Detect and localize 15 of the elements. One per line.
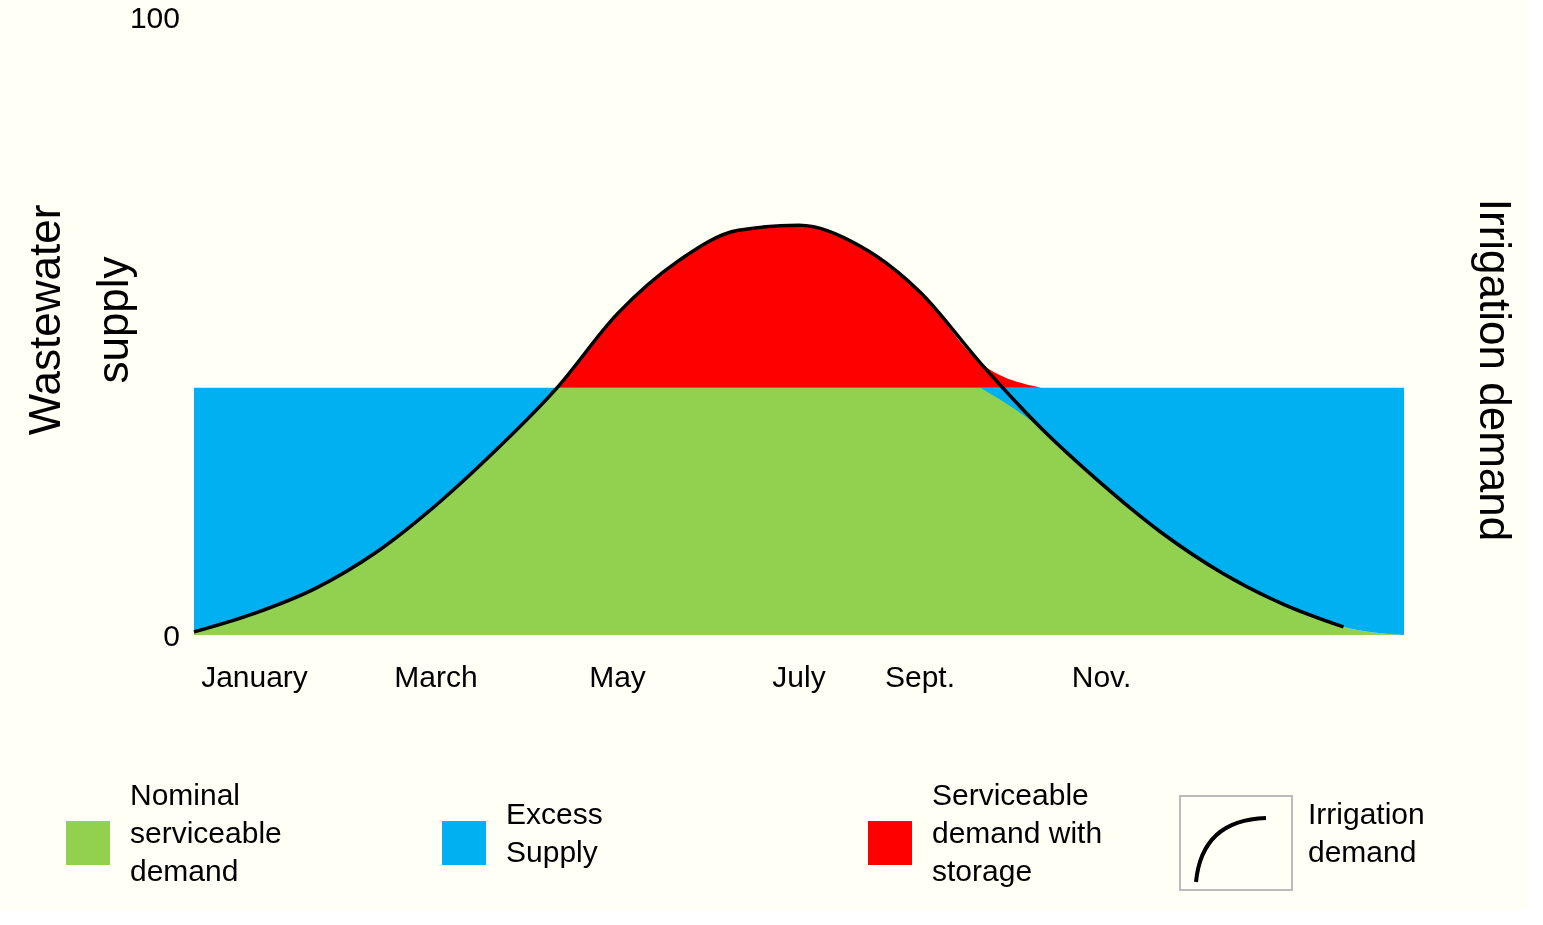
x-tick-label: Nov. [1071,660,1132,693]
x-tick-label: May [589,660,646,693]
legend-label: Excess Supply [506,797,612,868]
x-tick-label: July [772,660,826,693]
line-series [192,223,1346,634]
y2-axis-title: Irrigation demand [1471,198,1520,542]
legend-label: Nominal serviceable demand [130,778,291,887]
y-tick-label: 0 [163,618,180,652]
x-tick-label: Sept. [884,660,956,693]
x-tick-label: March [394,660,478,693]
y-axis-title: Wastewater supply [20,204,137,436]
y-tick-label: 100 [129,0,180,34]
legend-label: Irrigation demand [1308,797,1434,868]
legend-label: Serviceable demand with storage [932,778,1111,887]
x-tick-label: January [201,660,308,693]
